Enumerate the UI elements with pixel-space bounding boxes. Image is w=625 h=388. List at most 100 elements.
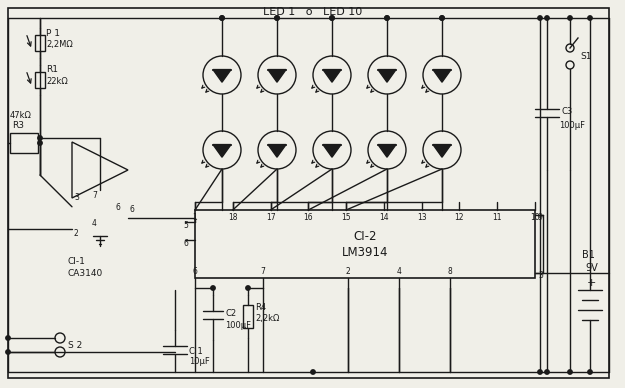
Circle shape xyxy=(258,131,296,169)
Text: 2: 2 xyxy=(346,267,351,275)
Circle shape xyxy=(220,16,224,20)
Circle shape xyxy=(538,370,542,374)
Text: 1: 1 xyxy=(192,213,198,222)
Circle shape xyxy=(330,16,334,20)
Text: C3: C3 xyxy=(561,107,572,116)
Circle shape xyxy=(385,16,389,20)
Text: C 1: C 1 xyxy=(189,346,202,355)
Text: 16: 16 xyxy=(304,213,313,222)
Circle shape xyxy=(423,131,461,169)
Polygon shape xyxy=(433,145,451,157)
Circle shape xyxy=(275,16,279,20)
Text: 8: 8 xyxy=(448,267,452,275)
Text: 17: 17 xyxy=(266,213,276,222)
Text: 2,2MΩ: 2,2MΩ xyxy=(46,40,72,48)
Circle shape xyxy=(311,370,315,374)
Text: 5: 5 xyxy=(183,220,188,229)
Bar xyxy=(35,35,45,51)
Text: 7: 7 xyxy=(261,267,266,275)
Text: 11: 11 xyxy=(492,213,502,222)
Polygon shape xyxy=(378,145,396,157)
Text: 2: 2 xyxy=(74,229,79,239)
Text: P 1: P 1 xyxy=(46,28,60,38)
Text: 14: 14 xyxy=(379,213,389,222)
Circle shape xyxy=(38,136,43,140)
Circle shape xyxy=(246,286,250,290)
Circle shape xyxy=(313,56,351,94)
Polygon shape xyxy=(268,145,286,157)
Text: LED 1   o   LED 10: LED 1 o LED 10 xyxy=(263,7,362,17)
Text: 7: 7 xyxy=(92,192,97,201)
Text: 6: 6 xyxy=(116,203,121,213)
Bar xyxy=(195,210,535,278)
Text: 3: 3 xyxy=(538,272,543,281)
Text: 9: 9 xyxy=(538,213,543,222)
Text: 47kΩ: 47kΩ xyxy=(10,111,32,120)
Text: 18: 18 xyxy=(228,213,238,222)
Text: 15: 15 xyxy=(341,213,351,222)
Text: 10μF: 10μF xyxy=(189,357,210,365)
Circle shape xyxy=(38,141,43,145)
Text: 9V: 9V xyxy=(585,263,597,273)
Circle shape xyxy=(368,131,406,169)
Circle shape xyxy=(313,131,351,169)
Polygon shape xyxy=(268,69,286,82)
Text: S1: S1 xyxy=(580,52,591,61)
Polygon shape xyxy=(213,145,231,157)
Circle shape xyxy=(203,131,241,169)
Polygon shape xyxy=(323,145,341,157)
Circle shape xyxy=(568,16,572,20)
Text: R4: R4 xyxy=(255,303,266,312)
Circle shape xyxy=(566,44,574,52)
Polygon shape xyxy=(72,142,128,198)
Circle shape xyxy=(568,370,572,374)
Bar xyxy=(35,72,45,88)
Text: 6: 6 xyxy=(192,267,198,275)
Circle shape xyxy=(203,56,241,94)
Text: +: + xyxy=(587,278,596,288)
Circle shape xyxy=(566,61,574,69)
Text: 2,2kΩ: 2,2kΩ xyxy=(255,315,279,324)
Circle shape xyxy=(538,16,542,20)
Bar xyxy=(10,133,38,153)
Text: C2: C2 xyxy=(225,308,236,317)
Text: 22kΩ: 22kΩ xyxy=(46,76,68,85)
Text: 12: 12 xyxy=(455,213,464,222)
Circle shape xyxy=(275,16,279,20)
Text: 4: 4 xyxy=(397,267,401,275)
Circle shape xyxy=(385,16,389,20)
Polygon shape xyxy=(323,69,341,82)
Text: CI-2: CI-2 xyxy=(353,230,377,244)
Text: S 2: S 2 xyxy=(68,341,82,350)
Circle shape xyxy=(545,16,549,20)
Circle shape xyxy=(368,56,406,94)
Circle shape xyxy=(588,16,592,20)
Circle shape xyxy=(440,16,444,20)
Circle shape xyxy=(55,347,65,357)
Text: LM3914: LM3914 xyxy=(342,246,388,258)
Circle shape xyxy=(330,16,334,20)
Text: 4: 4 xyxy=(92,218,97,227)
Text: 100μF: 100μF xyxy=(559,121,585,130)
Circle shape xyxy=(55,333,65,343)
Text: 10: 10 xyxy=(530,213,540,222)
Text: 3: 3 xyxy=(74,194,79,203)
Text: CI-1: CI-1 xyxy=(67,258,85,267)
Polygon shape xyxy=(213,69,231,82)
Text: 6: 6 xyxy=(130,206,135,215)
Text: 6: 6 xyxy=(183,239,188,248)
Circle shape xyxy=(588,370,592,374)
Circle shape xyxy=(6,350,10,354)
Circle shape xyxy=(211,286,215,290)
Polygon shape xyxy=(433,69,451,82)
Circle shape xyxy=(258,56,296,94)
Circle shape xyxy=(423,56,461,94)
Text: R3: R3 xyxy=(12,121,24,130)
Circle shape xyxy=(545,370,549,374)
Circle shape xyxy=(440,16,444,20)
Text: B1: B1 xyxy=(582,250,595,260)
Circle shape xyxy=(220,16,224,20)
Polygon shape xyxy=(378,69,396,82)
Text: 13: 13 xyxy=(417,213,426,222)
Text: R1: R1 xyxy=(46,66,58,74)
